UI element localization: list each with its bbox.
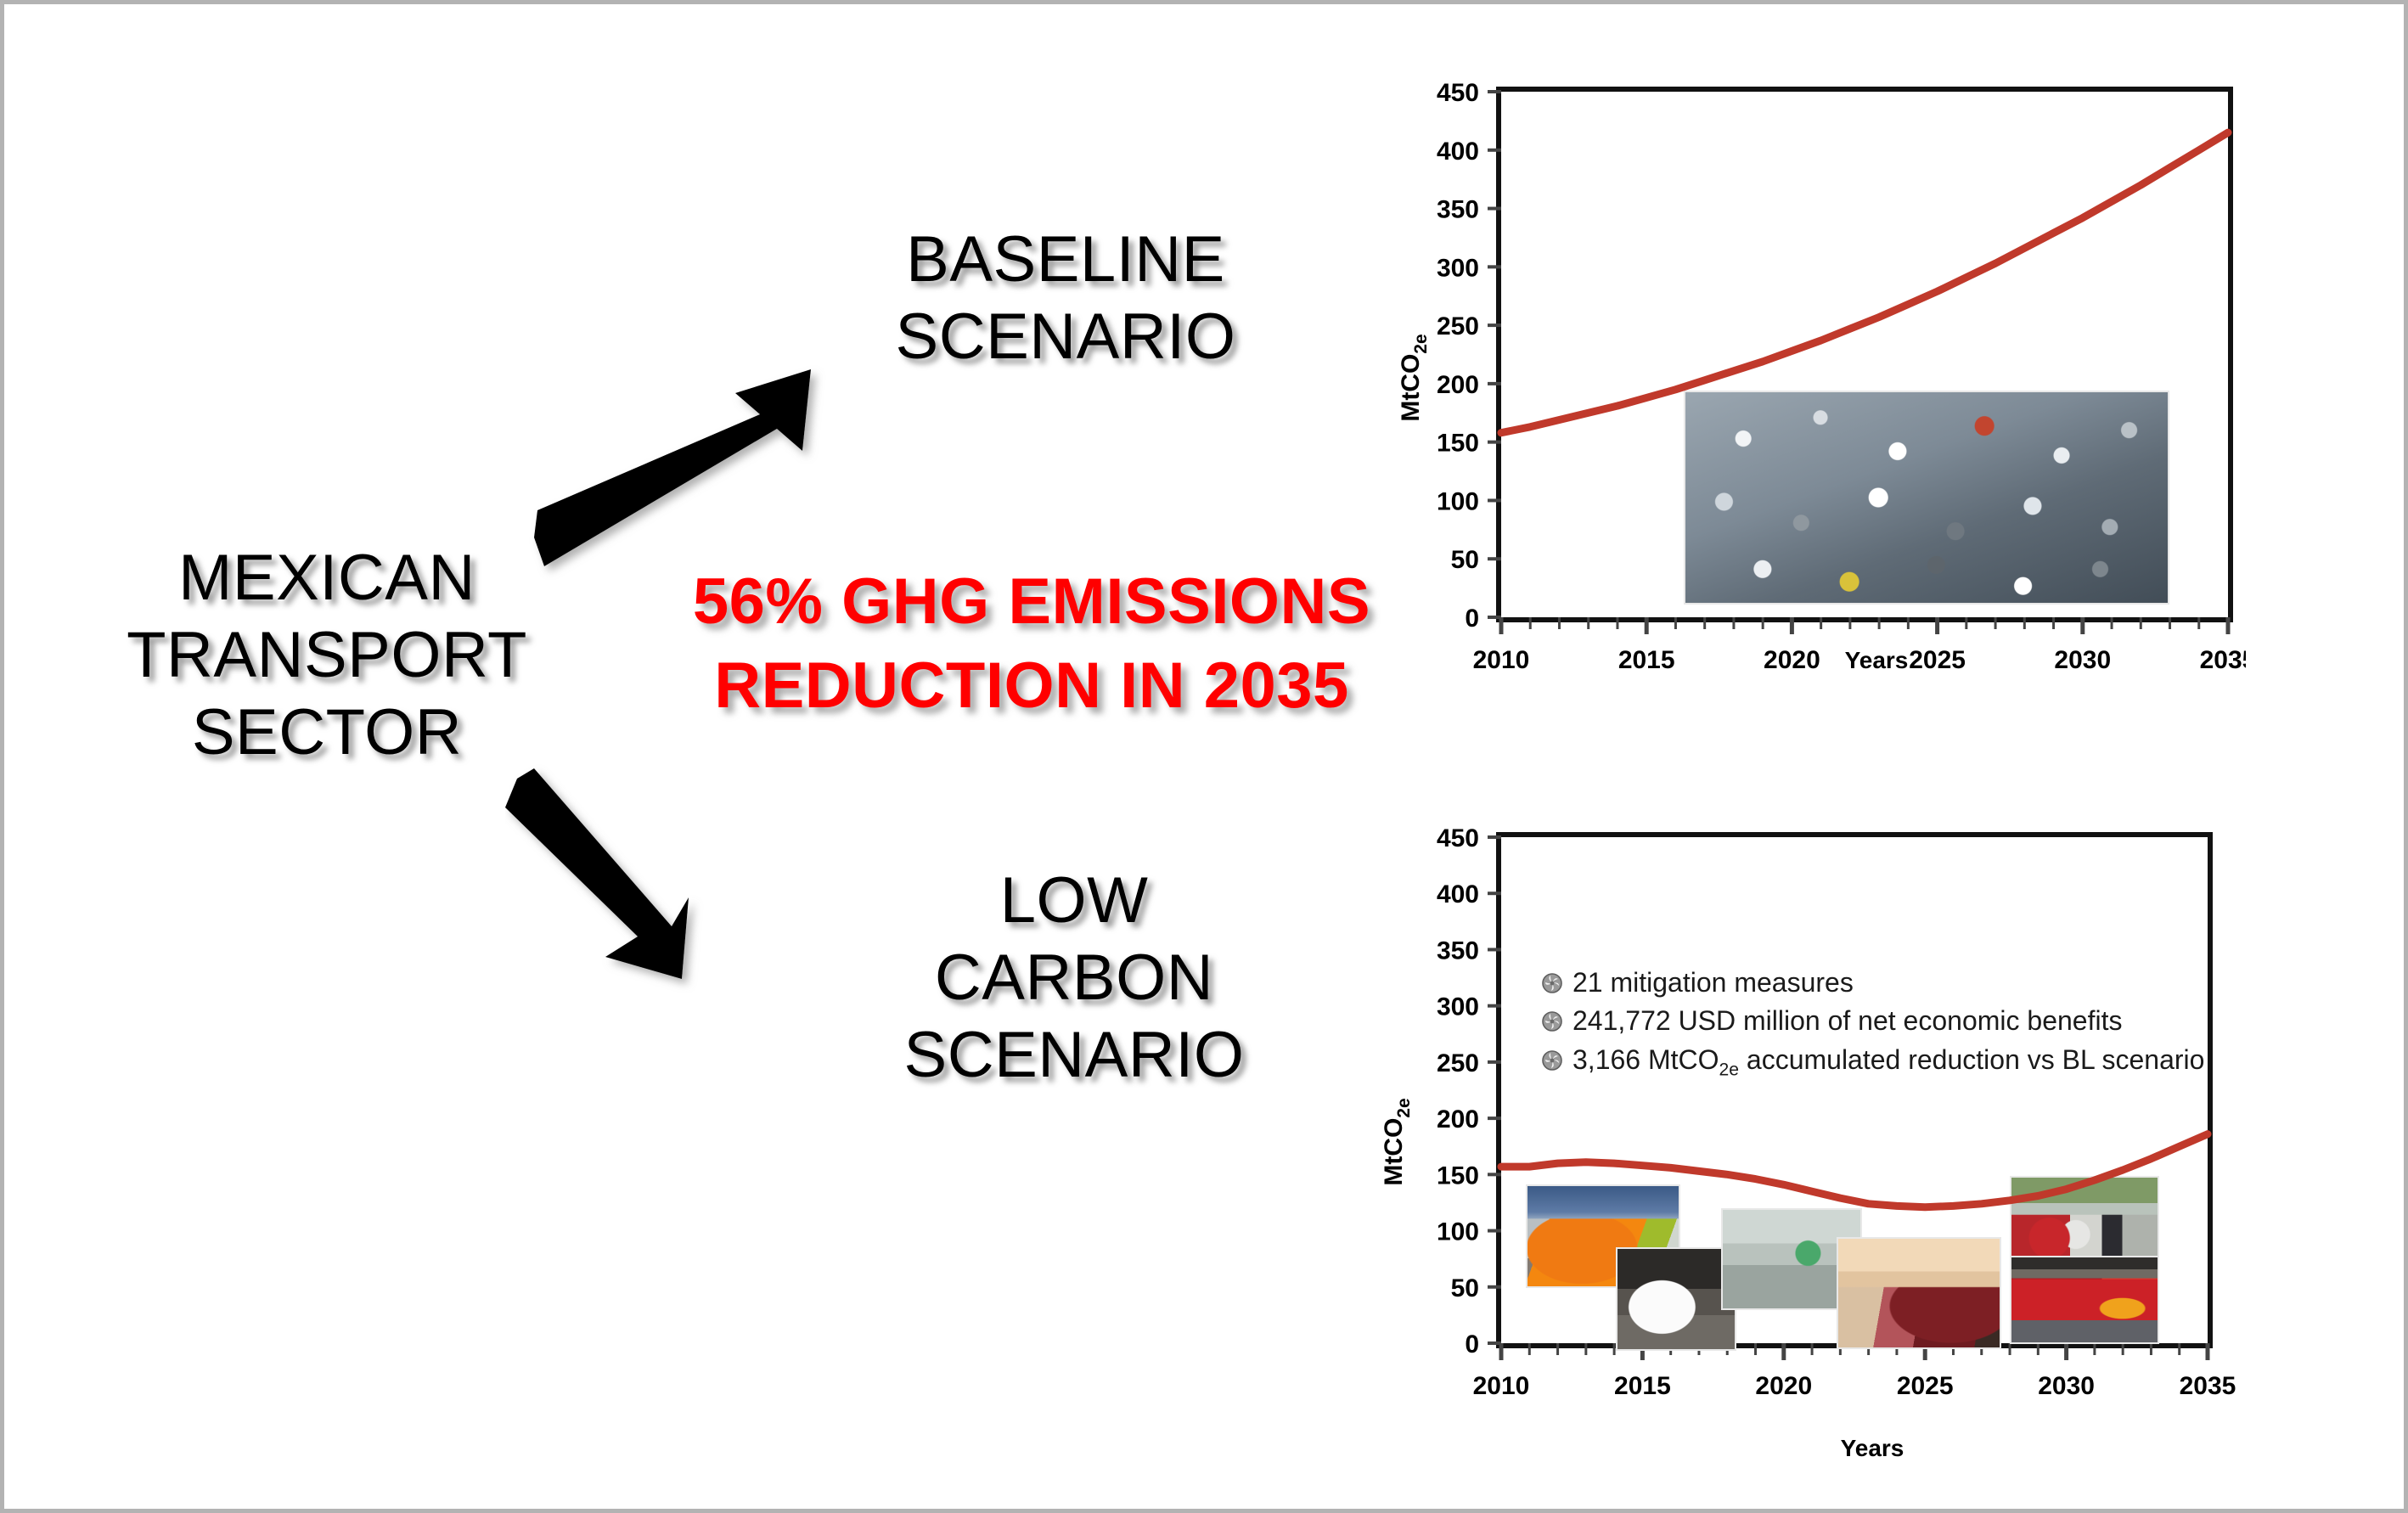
pinwheel-bullet-icon (1541, 1043, 1563, 1071)
baseline-y-ticks: 0 50 100 150 200 250 300 350 400 450 (1437, 79, 1501, 633)
y-tick-label: 100 (1437, 1218, 1479, 1246)
x-tick-label: 2035 (2200, 646, 2246, 674)
freight-train-photo (1837, 1237, 2001, 1349)
electric-car-charging-photo (1616, 1247, 1736, 1351)
x-tick-label: 2030 (2038, 1372, 2095, 1400)
x-tick-label: 2020 (1764, 646, 1820, 674)
low-carbon-notes-list: 21 mitigation measures 241,772 USD millio… (1541, 964, 2204, 1083)
y-tick-label: 450 (1437, 824, 1479, 852)
low-carbon-scenario-label: LOW CARBON SCENARIO (903, 864, 1245, 1092)
pinwheel-bullet-icon (1541, 1004, 1563, 1032)
y-tick-label: 400 (1437, 138, 1479, 166)
low-carbon-note-item: 3,166 MtCO2e accumulated reduction vs BL… (1541, 1041, 2204, 1083)
y-tick-label: 0 (1465, 605, 1479, 633)
traffic-jam-photo (1684, 391, 2169, 605)
y-tick-label: 300 (1437, 254, 1479, 282)
low-carbon-y-ticks: 0 50 100 150 200 250 300 350 400 450 (1437, 824, 1501, 1358)
y-tick-label: 300 (1437, 993, 1479, 1021)
pinwheel-bullet-icon (1541, 966, 1563, 993)
low-carbon-note-item: 241,772 USD million of net economic bene… (1541, 1002, 2152, 1040)
low-carbon-chart-svg: MtCO2e Years 0 50 100 150 200 250 300 350 400 450… (1380, 824, 2236, 1461)
low-carbon-note-text: 241,772 USD million of net economic bene… (1573, 1005, 2123, 1037)
x-tick-label: 2010 (1473, 1372, 1530, 1400)
low-carbon-y-axis-title: MtCO2e (1380, 1098, 1414, 1185)
y-tick-label: 250 (1437, 312, 1479, 340)
x-tick-label: 2025 (1909, 646, 1966, 674)
y-tick-label: 350 (1437, 936, 1479, 965)
y-tick-label: 450 (1437, 79, 1479, 107)
baseline-chart: MtCO2e Years 0 50 100 150 200 250 300 350 400 450… (1397, 38, 2246, 683)
y-tick-label: 50 (1451, 1274, 1479, 1302)
x-tick-label: 2010 (1473, 646, 1530, 674)
x-tick-label: 2030 (2054, 646, 2111, 674)
low-carbon-note-text: 3,166 MtCO2e accumulated reduction vs BL… (1573, 1043, 2205, 1080)
low-carbon-emissions-line (1497, 1130, 2212, 1212)
low-carbon-x-axis-title: Years (1841, 1435, 1904, 1461)
headline-reduction-text: 56% GHG EMISSIONS REDUCTION IN 2035 (692, 565, 1371, 722)
low-carbon-chart: MtCO2e Years 0 50 100 150 200 250 300 350 400 450… (1380, 802, 2246, 1473)
y-tick-label: 200 (1437, 371, 1479, 399)
bus-rapid-transit-photo (2010, 1256, 2159, 1344)
x-tick-label: 2015 (1618, 646, 1675, 674)
y-tick-label: 350 (1437, 196, 1479, 224)
y-tick-label: 0 (1465, 1330, 1479, 1358)
baseline-scenario-label: BASELINE SCENARIO (895, 223, 1236, 374)
y-tick-label: 200 (1437, 1105, 1479, 1133)
y-tick-label: 150 (1437, 1161, 1479, 1190)
y-tick-label: 100 (1437, 487, 1479, 515)
baseline-chart-svg: MtCO2e Years 0 50 100 150 200 250 300 350 400 450… (1397, 79, 2246, 674)
y-tick-label: 400 (1437, 880, 1479, 908)
low-carbon-x-ticks: 2010 2015 2020 2025 2030 2035 (1473, 1343, 2236, 1400)
baseline-emissions-line (1497, 128, 2232, 437)
y-tick-label: 50 (1451, 546, 1479, 574)
baseline-y-axis-title: MtCO2e (1397, 334, 1431, 421)
x-tick-label: 2035 (2180, 1372, 2236, 1400)
x-tick-label: 2015 (1614, 1372, 1671, 1400)
baseline-x-ticks: 2010 2015 2020 2025 2030 2035 (1473, 617, 2246, 674)
y-tick-label: 250 (1437, 1049, 1479, 1077)
baseline-x-axis-title: Years (1845, 647, 1909, 673)
low-carbon-note-item: 21 mitigation measures (1541, 964, 2152, 1002)
x-tick-label: 2020 (1755, 1372, 1812, 1400)
x-tick-label: 2025 (1897, 1372, 1954, 1400)
y-tick-label: 150 (1437, 430, 1479, 458)
low-carbon-note-text: 21 mitigation measures (1573, 967, 1854, 998)
arrow-to-low-carbon-icon (505, 760, 862, 1040)
source-node-label: MEXICAN TRANSPORT SECTOR (127, 542, 527, 769)
arrow-to-baseline-icon (522, 344, 862, 599)
